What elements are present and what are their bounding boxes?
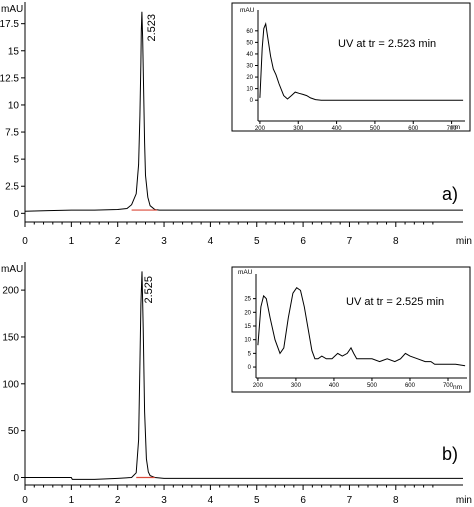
inset-x-tick-label: 400 [332, 126, 343, 132]
y-tick-label: 7.5 [5, 128, 19, 139]
inset-y-tick-label: 5 [248, 351, 252, 357]
inset-y-tick-label: 10 [244, 338, 251, 344]
y-tick-label: 10 [8, 100, 20, 111]
inset-y-tick-label: 40 [246, 52, 253, 58]
inset-y-tick-label: 20 [244, 310, 251, 316]
peak-retention-label: 2.525 [143, 276, 155, 304]
inset-y-tick-label: 10 [246, 87, 253, 93]
x-tick-label: 4 [208, 495, 214, 506]
inset-x-tick-label: 600 [405, 383, 416, 389]
inset-y-tick-label: 30 [246, 64, 253, 70]
x-tick-label: 3 [161, 236, 167, 247]
inset-x-tick-label: 600 [408, 126, 419, 132]
chromatogram-panel-b: 0 50 100 150 200 0 1 2 3 4 5 6 7 8 mAU min 2.525 b) 0 5 10 15… [1, 262, 472, 506]
chromatogram-panel-a: 0 2.5 5 7.5 10 12.5 15 17.5 0 1 2 3 4 5 6 7 8 mAU min 2.523… [0, 2, 472, 247]
x-axis-unit-label: min [456, 236, 472, 247]
y-tick-label: 15 [8, 46, 20, 57]
y-tick-label: 2.5 [5, 182, 19, 193]
y-tick-label: 0 [13, 473, 19, 484]
y-tick-label: 5 [13, 155, 19, 166]
y-tick-label: 150 [2, 332, 19, 343]
x-tick-label: 5 [254, 236, 260, 247]
uv-spectrum-inset: 0 5 10 15 20 25 200 300 400 500 600 700 mAU nm UV at t… [231, 266, 471, 393]
x-tick-label: 8 [393, 236, 399, 247]
inset-x-tick-label: 700 [447, 126, 458, 132]
peak-retention-label: 2.523 [146, 14, 158, 42]
inset-y-tick-label: 0 [250, 98, 254, 104]
inset-y-tick-label: 0 [248, 365, 252, 371]
panel-label: a) [442, 184, 458, 204]
x-axis-unit-label: min [456, 495, 472, 506]
x-tick-label: 2 [115, 236, 121, 247]
x-tick-label: 0 [22, 495, 28, 506]
inset-x-unit-label: nm [451, 124, 460, 131]
inset-y-tick-label: 25 [244, 297, 251, 303]
chromatogram-trace [24, 11, 463, 212]
x-tick-label: 1 [69, 495, 75, 506]
x-tick-label: 0 [22, 236, 28, 247]
chromatogram-trace [25, 271, 463, 480]
x-tick-label: 1 [69, 236, 75, 247]
x-tick-label: 3 [161, 495, 167, 506]
x-tick-label: 8 [393, 495, 399, 506]
x-tick-label: 4 [208, 236, 214, 247]
uv-spectrum-trace [259, 22, 464, 101]
inset-x-tick-label: 500 [367, 383, 378, 389]
x-tick-label: 5 [254, 495, 260, 506]
inset-x-tick-label: 700 [443, 383, 454, 389]
uv-spectrum-caption: UV at tr = 2.523 min [338, 38, 436, 50]
y-tick-label: 200 [2, 286, 19, 297]
y-axis-unit-label: mAU [1, 264, 23, 275]
inset-x-tick-label: 400 [329, 383, 340, 389]
y-tick-label: 50 [8, 426, 20, 437]
inset-frame [231, 266, 471, 393]
panel-label: b) [442, 444, 458, 464]
x-tick-label: 2 [115, 495, 121, 506]
x-tick-label: 6 [300, 495, 306, 506]
inset-x-tick-label: 200 [255, 126, 266, 132]
inset-y-tick-label: 60 [246, 29, 253, 35]
y-tick-label: 0 [13, 209, 19, 220]
inset-x-tick-label: 300 [293, 126, 304, 132]
uv-spectrum-caption: UV at tr = 2.525 min [346, 296, 444, 308]
inset-frame [231, 2, 471, 132]
inset-y-tick-label: 15 [244, 324, 251, 330]
inset-x-tick-label: 200 [253, 383, 264, 389]
inset-x-tick-label: 500 [370, 126, 381, 132]
inset-y-unit-label: mAU [238, 269, 253, 276]
inset-x-unit-label: nm [453, 384, 462, 391]
x-tick-label: 7 [347, 495, 353, 506]
x-tick-label: 7 [347, 236, 353, 247]
uv-spectrum-inset: 0 10 20 30 40 50 60 200 300 400 500 600 700 mAU nm UV a… [231, 2, 471, 132]
inset-x-tick-label: 300 [291, 383, 302, 389]
inset-y-unit-label: mAU [240, 7, 255, 14]
inset-y-tick-label: 50 [246, 40, 253, 46]
x-tick-label: 6 [300, 236, 306, 247]
y-tick-label: 17.5 [0, 19, 19, 30]
uv-spectrum-trace [257, 286, 466, 367]
y-axis-unit-label: mAU [1, 4, 23, 15]
y-tick-label: 100 [2, 379, 19, 390]
inset-y-tick-label: 20 [246, 75, 253, 81]
y-tick-label: 12.5 [0, 73, 19, 84]
